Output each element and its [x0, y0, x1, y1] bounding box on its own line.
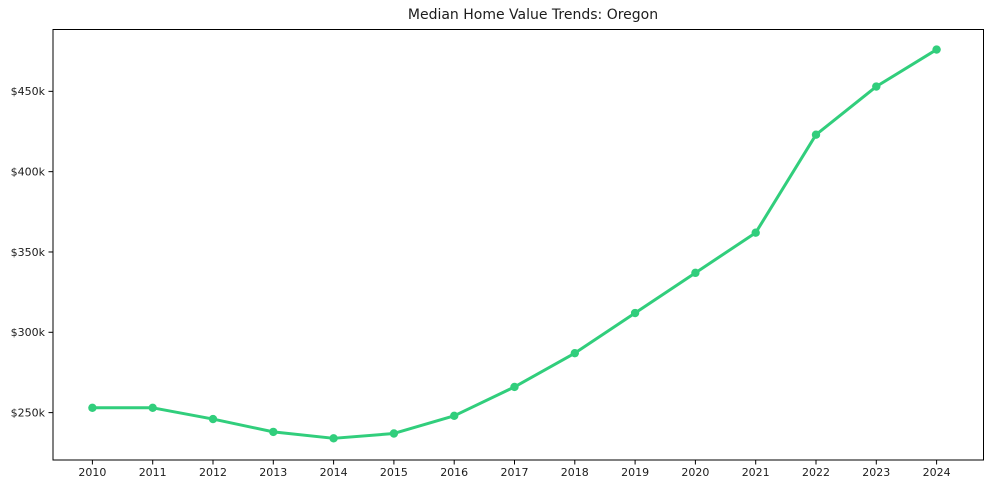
chart-title: Median Home Value Trends: Oregon	[407, 7, 659, 23]
y-axis-tick-label: $400k	[11, 165, 46, 178]
data-point-2012	[208, 414, 218, 424]
y-axis-tick-label: $450k	[11, 85, 46, 98]
x-axis-tick-label: 2010	[78, 466, 106, 479]
x-axis-tick-label: 2017	[501, 466, 529, 479]
data-point-2021	[751, 228, 760, 237]
x-axis-tick-label: 2016	[440, 466, 468, 479]
x-axis-tick-label: 2021	[742, 466, 770, 479]
data-point-2018	[570, 348, 579, 358]
data-point-2019	[630, 308, 640, 318]
data-point-2024	[932, 45, 941, 54]
x-axis-tick-label: 2013	[259, 466, 287, 479]
y-axis-tick-label: $350k	[11, 246, 46, 259]
trend-line	[90, 48, 939, 440]
data-point-2013	[269, 427, 278, 437]
x-axis-tick-label: 2022	[802, 466, 830, 479]
data-point-2023	[872, 82, 881, 91]
data-point-2020	[691, 268, 700, 278]
data-point-2016	[450, 411, 459, 421]
data-point-2022	[811, 130, 821, 139]
x-axis-tick-label: 2015	[380, 466, 408, 479]
x-axis-tick-label: 2011	[139, 466, 167, 479]
x-axis-tick-label: 2023	[862, 466, 890, 479]
x-axis-tick-label: 2019	[621, 466, 649, 479]
y-axis-tick-label: $250k	[11, 406, 46, 419]
x-axis-tick-label: 2012	[199, 466, 227, 479]
x-axis-tick-label: 2018	[561, 466, 589, 479]
data-point-2017	[510, 382, 519, 392]
data-point-2014	[329, 434, 338, 443]
plot-area	[52, 29, 984, 461]
data-point-2011	[148, 403, 157, 412]
data-point-2015	[389, 429, 399, 438]
data-point-2010	[88, 403, 97, 412]
x-axis-tick-label: 2020	[681, 466, 709, 479]
x-axis-tick-label: 2024	[923, 466, 951, 479]
y-axis-tick-label: $300k	[11, 326, 46, 339]
x-axis-tick-label: 2014	[320, 466, 348, 479]
